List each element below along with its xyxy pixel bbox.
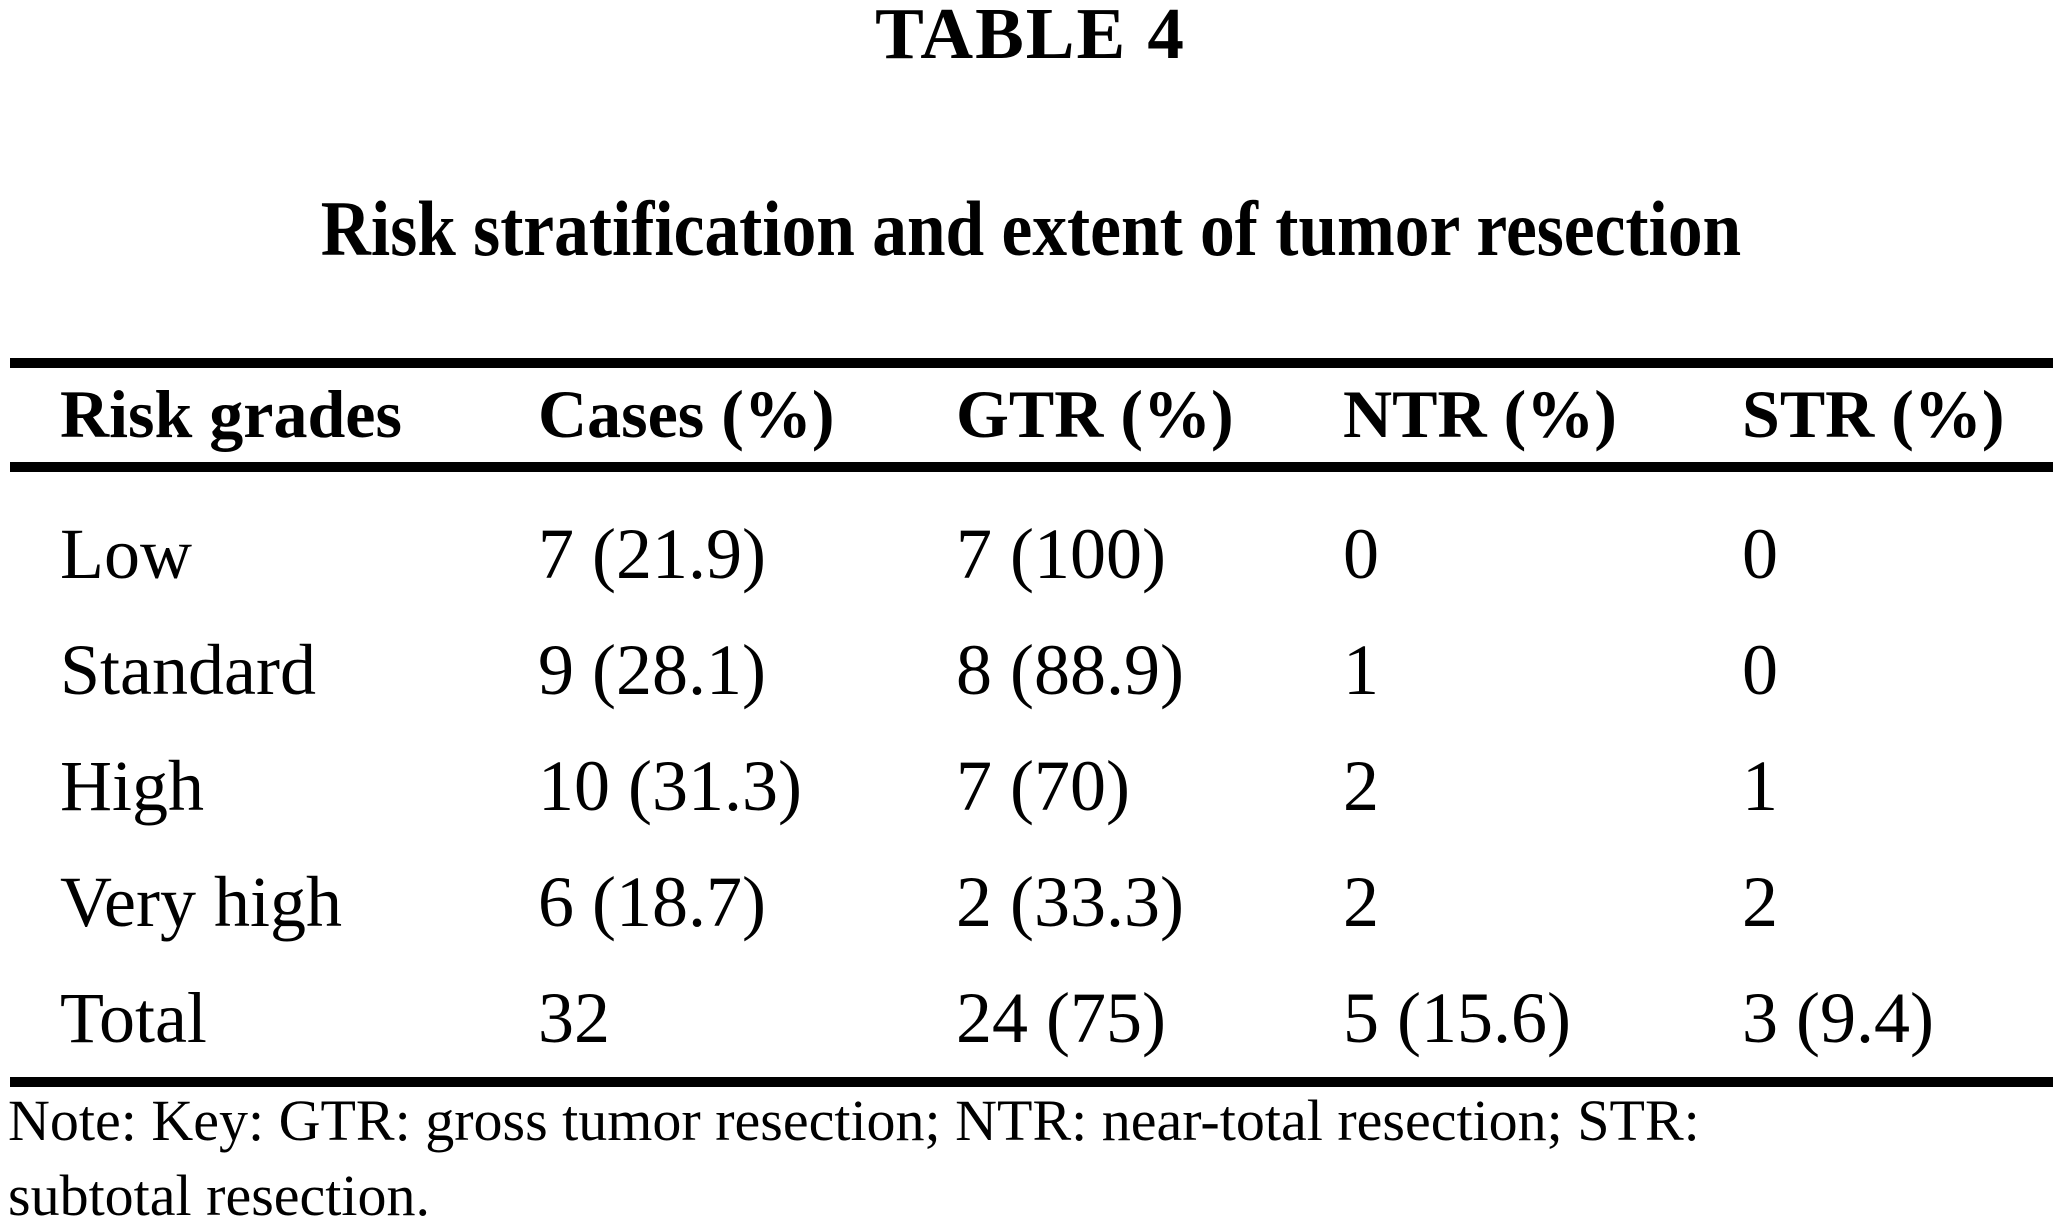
note-line-2: subtotal resection. bbox=[8, 1163, 431, 1228]
table-cell-str: 0 bbox=[1742, 514, 1778, 595]
table-cell-cases: 7 (21.9) bbox=[538, 514, 766, 595]
data-table: Risk grades Cases (%) GTR (%) NTR (%) ST… bbox=[10, 358, 2053, 1087]
table-cell-gtr: 24 (75) bbox=[956, 978, 1166, 1059]
table-cell-cases: 32 bbox=[538, 978, 610, 1059]
table-cell-cases: 10 (31.3) bbox=[538, 746, 802, 827]
table-title-text: Risk stratification and extent of tumor … bbox=[320, 185, 1741, 272]
table-cell-risk-grade: High bbox=[60, 746, 204, 827]
table-row: Low 7 (21.9) 7 (100) 0 0 bbox=[60, 497, 2053, 613]
table-header-row: Risk grades Cases (%) GTR (%) NTR (%) ST… bbox=[10, 368, 2053, 472]
table-cell-cases: 9 (28.1) bbox=[538, 630, 766, 711]
table-label: TABLE 4 bbox=[875, 0, 1186, 74]
header-cell-risk-grades: Risk grades bbox=[60, 376, 402, 453]
table-cell-gtr: 7 (100) bbox=[956, 514, 1166, 595]
header-cell-str: STR (%) bbox=[1742, 376, 2005, 453]
header-cell-cases: Cases (%) bbox=[538, 376, 835, 453]
table-row: Very high 6 (18.7) 2 (33.3) 2 2 bbox=[60, 845, 2053, 961]
table-cell-str: 2 bbox=[1742, 862, 1778, 943]
note-line-1: Note: Key: GTR: gross tumor resection; N… bbox=[8, 1088, 1700, 1153]
table-cell-str: 0 bbox=[1742, 630, 1778, 711]
table-cell-gtr: 2 (33.3) bbox=[956, 862, 1184, 943]
table-body: Low 7 (21.9) 7 (100) 0 0 Standard 9 (28.… bbox=[60, 472, 2053, 1077]
table-cell-gtr: 7 (70) bbox=[956, 746, 1130, 827]
table-cell-ntr: 2 bbox=[1343, 746, 1379, 827]
table-cell-ntr: 0 bbox=[1343, 514, 1379, 595]
table-row-total: Total 32 24 (75) 5 (15.6) 3 (9.4) bbox=[60, 961, 2053, 1077]
table-row: High 10 (31.3) 7 (70) 2 1 bbox=[60, 729, 2053, 845]
table-cell-ntr: 2 bbox=[1343, 862, 1379, 943]
table-cell-str: 1 bbox=[1742, 746, 1778, 827]
table-cell-risk-grade: Very high bbox=[60, 862, 342, 943]
table-row: Standard 9 (28.1) 8 (88.9) 1 0 bbox=[60, 613, 2053, 729]
table-cell-ntr: 5 (15.6) bbox=[1343, 978, 1571, 1059]
table-cell-risk-grade: Standard bbox=[60, 630, 316, 711]
table-note: Note: Key: GTR: gross tumor resection; N… bbox=[8, 1083, 1700, 1232]
header-cell-ntr: NTR (%) bbox=[1343, 376, 1617, 453]
table-cell-gtr: 8 (88.9) bbox=[956, 630, 1184, 711]
table-cell-str: 3 (9.4) bbox=[1742, 978, 1934, 1059]
table-cell-ntr: 1 bbox=[1343, 630, 1379, 711]
table-cell-risk-grade: Low bbox=[60, 514, 192, 595]
table-cell-risk-grade: Total bbox=[60, 978, 207, 1059]
table-title: Risk stratification and extent of tumor … bbox=[0, 190, 2061, 268]
table-cell-cases: 6 (18.7) bbox=[538, 862, 766, 943]
header-cell-gtr: GTR (%) bbox=[956, 376, 1234, 453]
